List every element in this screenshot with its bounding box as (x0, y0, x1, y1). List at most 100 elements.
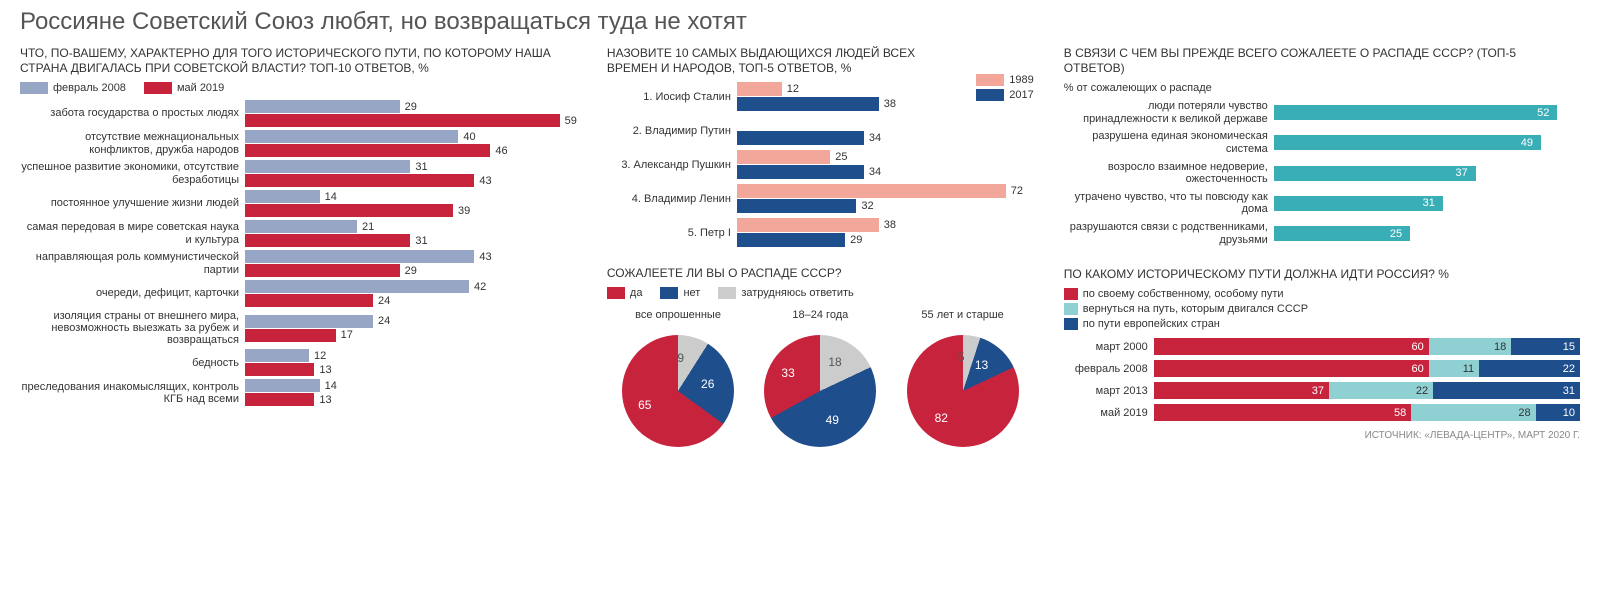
stacked-row: март 2013372231 (1064, 382, 1580, 399)
bar: 21 (245, 220, 577, 233)
bar: 34 (737, 131, 1034, 145)
stacked-segment: 15 (1511, 338, 1580, 355)
bar-value: 31 (410, 161, 427, 173)
legend-item: нет (660, 287, 700, 299)
stacked-segment: 58 (1154, 404, 1412, 421)
bar: 34 (737, 165, 1034, 179)
bar: 46 (245, 144, 577, 157)
bar-row: преследования инакомыслящих, контроль КГ… (20, 379, 577, 406)
pie-value: 9 (677, 351, 684, 365)
chart2-header-row: НАЗОВИТЕ 10 САМЫХ ВЫДАЮЩИХСЯ ЛЮДЕЙ ВСЕХ … (607, 46, 1034, 82)
bar-label: 2. Владимир Путин (607, 125, 737, 137)
stacked-segment: 37 (1154, 382, 1329, 399)
bar-row: успешное развитие экономики, отсутствие … (20, 160, 577, 187)
bar-fill (245, 280, 469, 293)
chart1-legend: февраль 2008май 2019 (20, 82, 577, 94)
legend-swatch (1064, 288, 1078, 300)
pie-caption: все опрошенные (635, 309, 721, 333)
bar-fill (245, 204, 453, 217)
bar-row: 3. Александр Пушкин2534 (607, 150, 1034, 179)
bar-value: 12 (782, 83, 799, 95)
bar-label: разрушаются связи с родственниками, друз… (1064, 221, 1274, 246)
bar-pair: 40 46 (245, 130, 577, 157)
legend-item: вернуться на путь, которым двигался СССР (1064, 303, 1580, 315)
bar: 13 (245, 393, 577, 406)
col-chart1: ЧТО, ПО-ВАШЕМУ, ХАРАКТЕРНО ДЛЯ ТОГО ИСТО… (20, 46, 577, 447)
bar: 13 (245, 363, 577, 376)
bar-fill (245, 294, 373, 307)
bar-fill (245, 349, 309, 362)
bar-pair: 2534 (737, 150, 1034, 179)
stacked-segment: 22 (1479, 360, 1580, 377)
pie-column: 18–24 года184933 (764, 309, 876, 447)
chart2-legend: 19892017 (976, 74, 1033, 101)
legend-swatch (1064, 303, 1078, 315)
bar: 72 (737, 184, 1034, 198)
bar-value: 29 (400, 101, 417, 113)
bar-fill (245, 100, 400, 113)
bar: 49 (1274, 135, 1574, 150)
bar-row: отсутствие межнациональных конфликтов, д… (20, 130, 577, 157)
bar-value: 24 (373, 315, 390, 327)
col-middle: НАЗОВИТЕ 10 САМЫХ ВЫДАЮЩИХСЯ ЛЮДЕЙ ВСЕХ … (607, 46, 1034, 447)
bar-label: март 2000 (1064, 341, 1154, 353)
legend-item: затрудняюсь ответить (718, 287, 853, 299)
stacked-bar: 601122 (1154, 360, 1580, 377)
pies-title: СОЖАЛЕЕТЕ ЛИ ВЫ О РАСПАДЕ СССР? (607, 266, 1034, 281)
bar-label: самая передовая в мире советская наука и… (20, 221, 245, 245)
bar-pair: 3143 (245, 160, 577, 187)
pie-chart: 92665 (622, 335, 734, 447)
bar-row: очереди, дефицит, карточки4224 (20, 280, 577, 307)
bar-fill (245, 329, 336, 342)
stacked-row: март 2000601815 (1064, 338, 1580, 355)
legend-label: 2017 (1009, 89, 1033, 101)
pie-chart: 51382 (907, 335, 1019, 447)
bar-value: 42 (469, 281, 486, 293)
legend-swatch (660, 287, 678, 299)
bar-row: изоляция страны от внешнего мира, невозм… (20, 310, 577, 346)
chart2-title: НАЗОВИТЕ 10 САМЫХ ВЫДАЮЩИХСЯ ЛЮДЕЙ ВСЕХ … (607, 46, 1034, 76)
bar-fill: 31 (1274, 196, 1443, 211)
legend-label: да (630, 287, 643, 299)
bar-label: отсутствие межнациональных конфликтов, д… (20, 131, 245, 155)
stacked-segment: 60 (1154, 360, 1429, 377)
bar-value: 40 (458, 131, 475, 143)
bar-value: 59 (560, 115, 577, 127)
legend-item: май 2019 (144, 82, 224, 94)
bar-label: изоляция страны от внешнего мира, невозм… (20, 310, 245, 346)
bar-value: 29 (845, 234, 862, 246)
bar-value: 14 (320, 380, 337, 392)
bar-label: разрушена единая экономическая система (1064, 130, 1274, 155)
bar-fill: 25 (1274, 226, 1410, 241)
bar-pair: 4329 (245, 250, 577, 277)
columns: ЧТО, ПО-ВАШЕМУ, ХАРАКТЕРНО ДЛЯ ТОГО ИСТО… (20, 46, 1580, 447)
bar-pair: 2417 (245, 315, 577, 342)
legend-label: затрудняюсь ответить (741, 287, 853, 299)
pie-charts: все опрошенные9266518–24 года18493355 ле… (607, 309, 1034, 447)
chart3-bars: люди потеряли чувство принадлежности к в… (1064, 100, 1580, 251)
bar-value: 21 (357, 221, 374, 233)
bar-value: 46 (490, 145, 507, 157)
source-text: ИСТОЧНИК: «ЛЕВАДА-ЦЕНТР», МАРТ 2020 Г. (1064, 430, 1580, 441)
col-right: В СВЯЗИ С ЧЕМ ВЫ ПРЕЖДЕ ВСЕГО СОЖАЛЕЕТЕ … (1064, 46, 1580, 447)
bar-fill (245, 363, 314, 376)
bar-value: 37 (1274, 167, 1476, 179)
chart4-title: ПО КАКОМУ ИСТОРИЧЕСКОМУ ПУТИ ДОЛЖНА ИДТИ… (1064, 267, 1580, 282)
bar-fill (245, 114, 560, 127)
bar-pair: 1413 (245, 379, 577, 406)
bar: 59 (245, 114, 577, 127)
bar-label: люди потеряли чувство принадлежности к в… (1064, 100, 1274, 125)
pie-value: 13 (975, 358, 988, 372)
bar-label: возросло взаимное недоверие, ожесточенно… (1064, 161, 1274, 186)
legend-swatch (976, 74, 1004, 86)
bar-fill (245, 250, 474, 263)
bar-value: 12 (309, 350, 326, 362)
bar-row: 1. Иосиф Сталин1238 (607, 82, 1034, 111)
stacked-segment: 28 (1411, 404, 1535, 421)
bar-label: 5. Петр I (607, 227, 737, 239)
chart3-subtitle: % от сожалеющих о распаде (1064, 82, 1580, 94)
bar-value: 32 (856, 200, 873, 212)
pie-value: 26 (701, 377, 714, 391)
stacked-segment: 18 (1429, 338, 1511, 355)
bar-fill (737, 184, 1006, 198)
